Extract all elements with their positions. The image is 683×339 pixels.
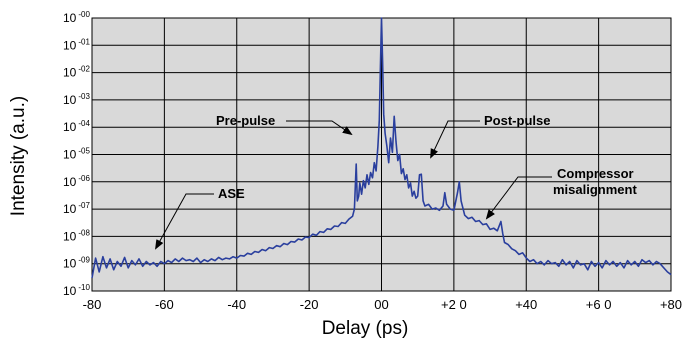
y-tick-label: 10 -10	[63, 283, 90, 298]
y-tick-label: 10 -02	[63, 65, 90, 80]
y-tick-label: 10 -05	[63, 147, 90, 162]
x-tick-label: +2 0	[441, 297, 467, 312]
y-tick-label: 10 -01	[63, 37, 90, 52]
y-axis-label: Intensity (a.u.)	[8, 96, 29, 216]
y-tick-label: 10 -03	[63, 92, 90, 107]
annotation-post-pulse-arrow	[430, 120, 480, 159]
y-tick-label: 10 -04	[63, 119, 90, 134]
x-tick-label: -80	[83, 297, 102, 312]
annotation-compressor-arrow	[485, 176, 552, 220]
y-tick-label: 10 -00	[63, 10, 90, 25]
annotation-post-pulse: Post-pulse	[484, 113, 550, 128]
x-tick-label: +80	[660, 297, 682, 312]
y-tick-label: 10 -07	[63, 201, 90, 216]
annotation-compressor-line-1: Compressor	[557, 166, 634, 181]
x-tick-label: +40	[515, 297, 537, 312]
x-tick-label: -20	[300, 297, 319, 312]
intensity-series-line	[91, 17, 672, 279]
x-tick-label: -60	[155, 297, 174, 312]
y-tick-label: 10 -08	[63, 228, 90, 243]
y-tick-labels: 10-00 10-01 10-02 10-03 10-04 10-05 10-06 10 -07…	[63, 10, 90, 298]
x-tick-label: -40	[227, 297, 246, 312]
x-axis-label: Delay (ps)	[322, 318, 409, 339]
y-tick-label: 10 -06	[63, 174, 90, 189]
x-tick-label: 00	[374, 297, 388, 312]
annotation-pre-pulse-arrow	[286, 120, 353, 136]
annotation-pre-pulse: Pre-pulse	[216, 113, 275, 128]
annotations: Pre-pulse Post-pulse Compressor misalign…	[155, 113, 637, 250]
x-tick-label: +6 0	[586, 297, 612, 312]
annotation-ase-arrow	[155, 193, 214, 250]
annotation-compressor-line-2: misalignment	[553, 182, 637, 197]
annotation-ase: ASE	[218, 186, 245, 201]
annotation-compressor-misalignment: Compressor misalignment	[553, 166, 637, 197]
x-tick-labels: -80 -60 -40 -20 00 +2 0 +40 +6 0 +80	[83, 297, 682, 312]
y-tick-label: 10 -09	[63, 256, 90, 271]
